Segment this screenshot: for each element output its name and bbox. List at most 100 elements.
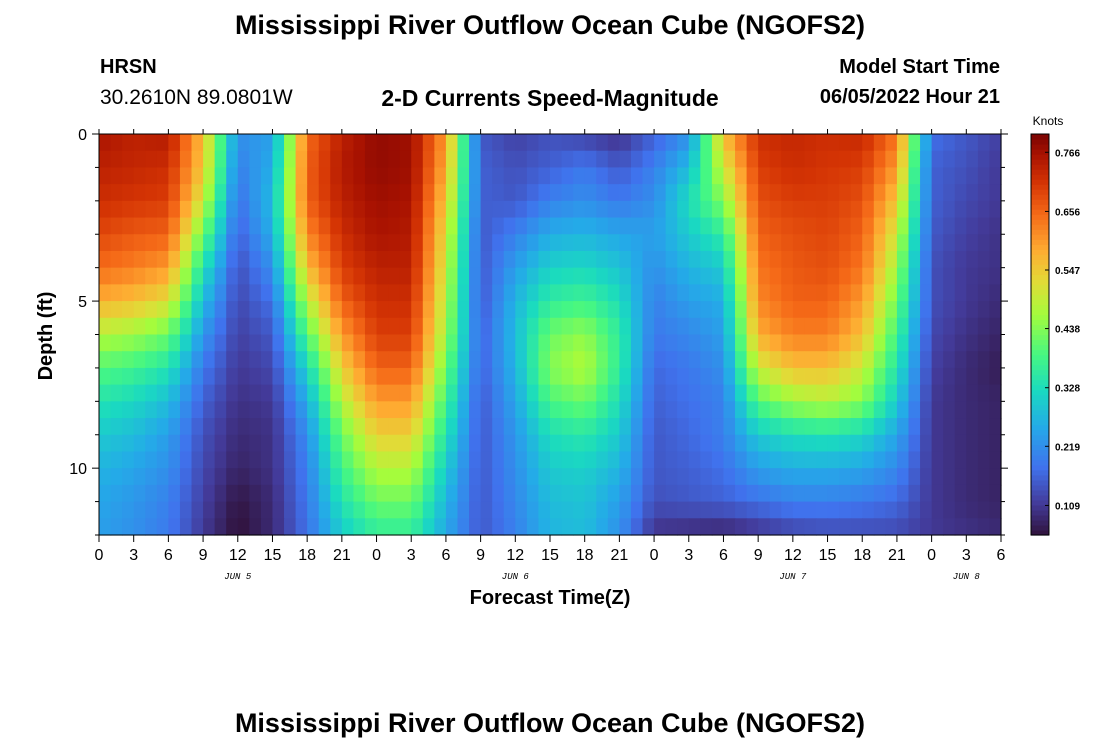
heatmap-cell [688, 200, 701, 219]
heatmap-cell [862, 468, 875, 486]
heatmap-cell [399, 501, 412, 519]
heatmap-cell [538, 367, 551, 386]
heatmap-cell [318, 267, 331, 285]
heatmap-cell [318, 134, 331, 152]
heatmap-cell [515, 184, 528, 202]
heatmap-cell [862, 334, 875, 352]
heatmap-cell [723, 301, 736, 319]
heatmap-cell [561, 518, 574, 536]
heatmap-cell [885, 384, 898, 402]
heatmap-cell [654, 401, 667, 419]
heatmap-cell [561, 200, 574, 219]
heatmap-cell [341, 334, 355, 352]
heatmap-cell [827, 468, 840, 486]
heatmap-cell [954, 317, 967, 336]
heatmap-cell [503, 401, 516, 419]
heatmap-cell [214, 150, 227, 169]
heatmap-cell [260, 468, 274, 486]
heatmap-cell [526, 451, 540, 469]
heatmap-cell [503, 284, 516, 302]
heatmap-cell [584, 518, 597, 536]
heatmap-cell [364, 200, 378, 219]
heatmap-cell [272, 284, 285, 302]
colorbar-segment [1031, 134, 1049, 140]
heatmap-cell [191, 284, 204, 302]
heatmap-cell [388, 234, 401, 252]
heatmap-cell [966, 501, 979, 519]
heatmap-cell [746, 468, 759, 486]
colorbar-segment [1031, 239, 1049, 245]
heatmap-cell [839, 384, 852, 402]
x-tick-label: 15 [541, 547, 559, 564]
heatmap-cell [110, 518, 123, 536]
heatmap-cell [769, 451, 782, 469]
heatmap-cell [515, 217, 528, 235]
heatmap-cell [896, 200, 910, 219]
heatmap-cell [896, 367, 910, 386]
heatmap-cell [630, 468, 644, 486]
heatmap-cell [156, 317, 169, 336]
heatmap-cell [156, 418, 169, 436]
heatmap-cell [839, 401, 852, 419]
heatmap-cell [839, 468, 852, 486]
heatmap-cell [133, 384, 146, 402]
heatmap-cell [573, 468, 586, 486]
heatmap-cell [550, 284, 563, 302]
heatmap-cell [908, 217, 921, 235]
heatmap-cell [122, 250, 135, 269]
heatmap-cell [376, 434, 389, 453]
heatmap-cell [457, 384, 470, 402]
colorbar-segment [1031, 234, 1049, 240]
heatmap-cell [550, 451, 563, 469]
heatmap-cell [538, 150, 551, 169]
heatmap-cell [515, 384, 528, 402]
heatmap-cell [654, 250, 667, 269]
heatmap-cell [966, 284, 979, 302]
heatmap-cell [873, 418, 886, 436]
heatmap-cell [943, 334, 956, 352]
heatmap-cell [896, 134, 910, 152]
heatmap-cell [503, 501, 516, 519]
heatmap-cell [260, 401, 274, 419]
heatmap-cell [515, 334, 528, 352]
heatmap-cell [353, 501, 366, 519]
heatmap-cell [769, 217, 782, 235]
heatmap-cell [735, 167, 748, 185]
station-coordinates: 30.2610N 89.0801W [100, 86, 293, 109]
heatmap-cell [954, 484, 967, 503]
heatmap-cell [388, 184, 401, 202]
heatmap-cell [954, 284, 967, 302]
heatmap-cell [399, 134, 412, 152]
heatmap-cell [434, 451, 447, 469]
heatmap-cell [249, 451, 262, 469]
heatmap-cell [954, 334, 967, 352]
heatmap-cell [735, 134, 748, 152]
heatmap-cell [99, 284, 112, 302]
heatmap-cell [480, 334, 493, 352]
heatmap-cell [896, 501, 910, 519]
x-tick-label: 3 [684, 547, 693, 564]
heatmap-cell [503, 184, 516, 202]
heatmap-cell [677, 501, 690, 519]
colorbar-segment [1031, 294, 1049, 301]
heatmap-cell [318, 418, 331, 436]
heatmap-cell [330, 267, 343, 285]
heatmap-cell [145, 217, 158, 235]
colorbar-segment [1031, 224, 1049, 230]
heatmap-cell [469, 200, 482, 219]
heatmap-cell [862, 184, 875, 202]
heatmap-cell [896, 518, 910, 536]
heatmap-cell [330, 134, 343, 152]
heatmap-cell [226, 301, 239, 319]
heatmap-cell [573, 367, 586, 386]
heatmap-cell [665, 250, 678, 269]
heatmap-cell [688, 267, 701, 285]
heatmap-cell [191, 301, 204, 319]
heatmap-cell [804, 384, 817, 402]
heatmap-cell [862, 434, 875, 453]
heatmap-cell [457, 167, 470, 185]
heatmap-cell [122, 401, 135, 419]
heatmap-cell [480, 267, 493, 285]
heatmap-cell [735, 334, 748, 352]
colorbar-segment [1031, 464, 1049, 471]
